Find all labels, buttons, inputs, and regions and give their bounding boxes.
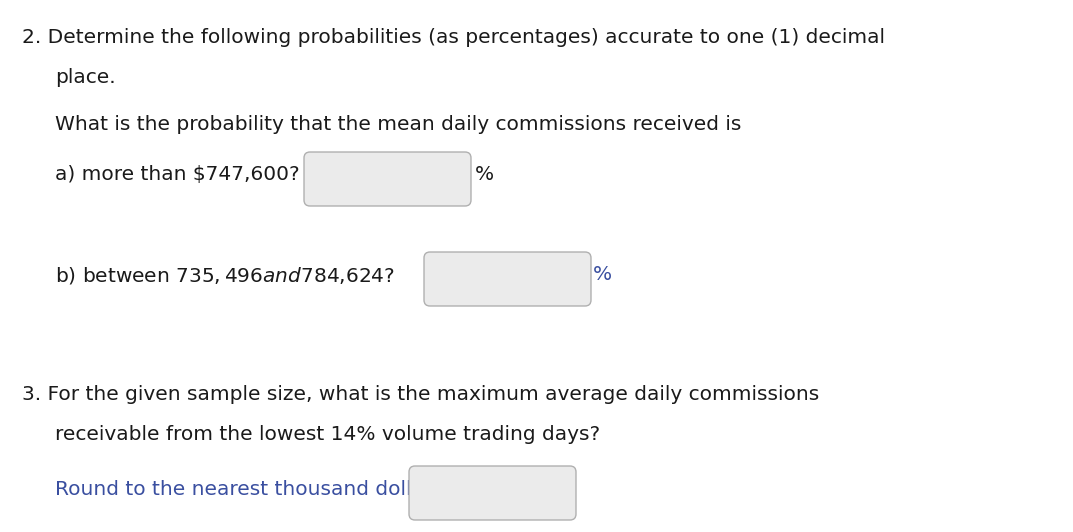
Text: place.: place. bbox=[55, 68, 116, 87]
Text: %: % bbox=[475, 165, 495, 184]
Text: 2. Determine the following probabilities (as percentages) accurate to one (1) de: 2. Determine the following probabilities… bbox=[23, 28, 885, 47]
Text: b) between $735,496 and $784,624?: b) between $735,496 and $784,624? bbox=[55, 265, 395, 286]
Text: receivable from the lowest 14% volume trading days?: receivable from the lowest 14% volume tr… bbox=[55, 425, 600, 444]
FancyBboxPatch shape bbox=[304, 152, 471, 206]
Text: %: % bbox=[593, 265, 612, 284]
Text: Round to the nearest thousand dollars.: Round to the nearest thousand dollars. bbox=[55, 480, 450, 499]
Text: 3. For the given sample size, what is the maximum average daily commissions: 3. For the given sample size, what is th… bbox=[23, 385, 820, 404]
FancyBboxPatch shape bbox=[424, 252, 591, 306]
Text: a) more than $747,600?: a) more than $747,600? bbox=[55, 165, 299, 184]
Text: What is the probability that the mean daily commissions received is: What is the probability that the mean da… bbox=[55, 115, 741, 134]
FancyBboxPatch shape bbox=[409, 466, 576, 520]
